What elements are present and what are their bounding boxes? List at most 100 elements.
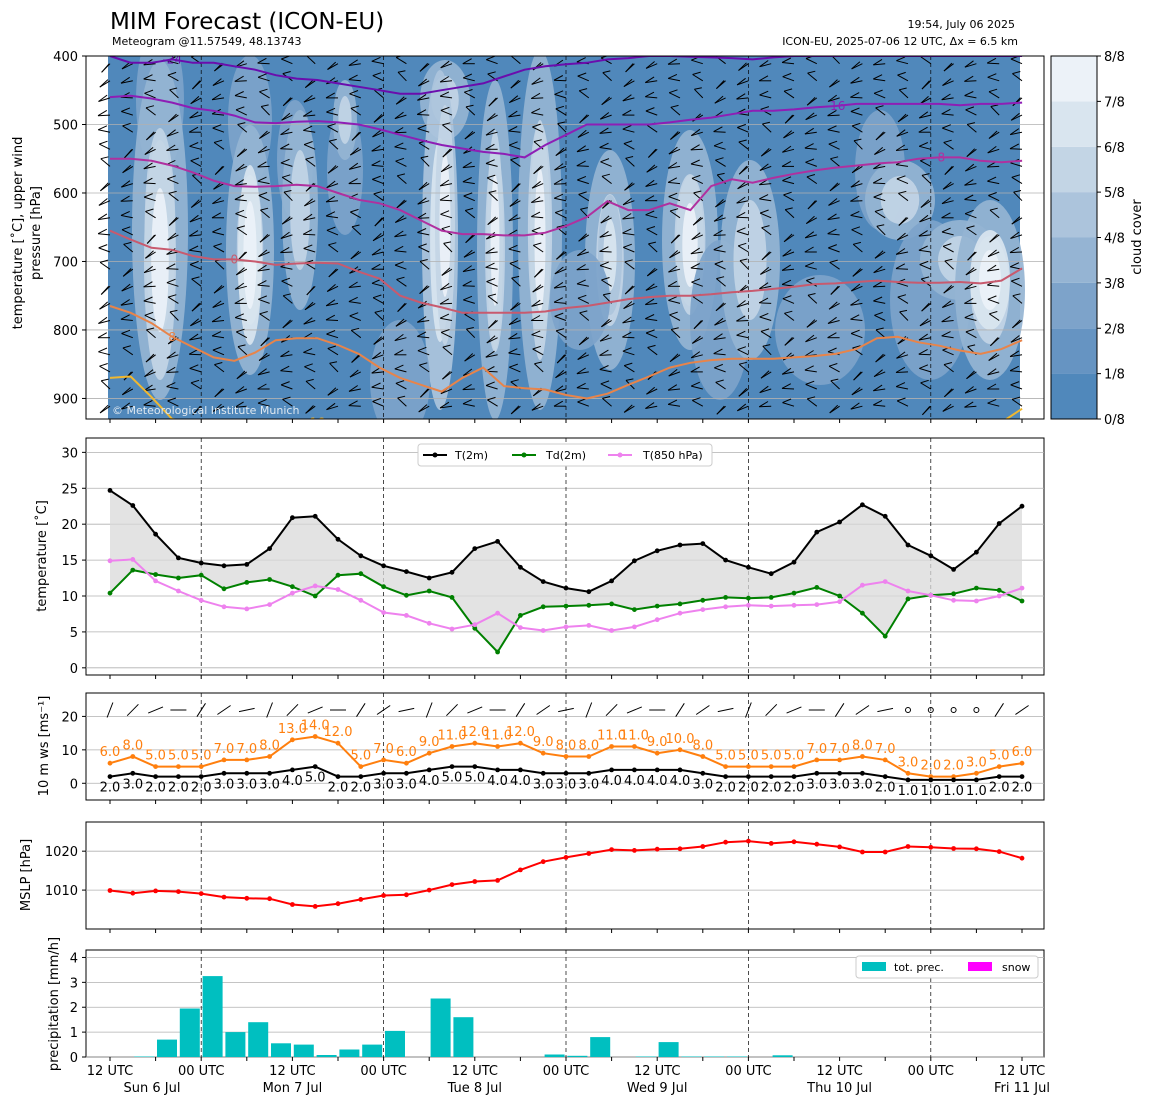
wind-barb-flag bbox=[1010, 335, 1020, 343]
wind-barb-flag bbox=[853, 138, 862, 142]
wind-value-label: 2.0 bbox=[328, 781, 349, 796]
wind-barb bbox=[601, 175, 612, 184]
wind-barb-flag bbox=[214, 362, 223, 366]
data-point bbox=[723, 595, 728, 600]
wind-barb bbox=[783, 194, 795, 202]
data-point bbox=[654, 548, 660, 554]
wind-barb bbox=[372, 75, 384, 82]
wind-barb-flag bbox=[941, 227, 951, 233]
wind-barb-flag bbox=[579, 88, 588, 92]
wind-barb-flag bbox=[98, 94, 108, 102]
wind-barb bbox=[350, 107, 362, 116]
wind-barb-flag bbox=[1010, 381, 1020, 386]
wind-barb bbox=[190, 160, 202, 167]
colorbar-segment bbox=[1051, 237, 1097, 283]
wind-barb bbox=[120, 80, 133, 84]
wind-barb bbox=[759, 405, 772, 408]
wind-barb-flag bbox=[213, 285, 223, 294]
data-point bbox=[426, 620, 432, 626]
wind-barb-flag bbox=[143, 74, 153, 80]
wind-barb bbox=[98, 143, 111, 150]
data-point bbox=[153, 572, 159, 577]
data-point bbox=[768, 774, 774, 779]
wind-barb-flag bbox=[874, 250, 884, 259]
wind-barb-flag bbox=[760, 106, 770, 110]
wind-barb-flag bbox=[873, 296, 883, 302]
data-point bbox=[677, 610, 683, 616]
wind-barb-flag bbox=[806, 277, 815, 281]
wind-barb-flag bbox=[943, 285, 953, 294]
wind-barb bbox=[325, 319, 339, 321]
wind-barb bbox=[98, 217, 111, 221]
wind-barb bbox=[691, 131, 703, 137]
wind-barb-flag bbox=[509, 260, 519, 264]
wind-barb-flag bbox=[396, 199, 406, 209]
data-point bbox=[358, 774, 364, 779]
cloud-core bbox=[151, 188, 169, 332]
wind-barb-flag bbox=[736, 196, 746, 204]
wind-value-label: 4.0 bbox=[510, 774, 531, 789]
data-point bbox=[449, 595, 455, 600]
wind-barb-flag bbox=[440, 106, 450, 111]
wind-barb-flag bbox=[1009, 246, 1020, 254]
wind-barb bbox=[554, 165, 567, 171]
wind-barb-flag bbox=[302, 229, 313, 235]
wind-barb bbox=[373, 193, 384, 202]
data-point bbox=[404, 760, 409, 766]
wind-barb-flag bbox=[120, 195, 130, 202]
wind-barb bbox=[554, 268, 567, 275]
wind-barb-flag bbox=[143, 193, 153, 198]
wind-barb-flag bbox=[804, 246, 814, 253]
wind-barb bbox=[896, 354, 909, 359]
wind-barb-flag bbox=[394, 142, 404, 148]
data-point bbox=[996, 849, 1002, 854]
legend-marker-t850 bbox=[617, 452, 623, 458]
wind-barb bbox=[395, 160, 407, 167]
data-point bbox=[905, 596, 911, 602]
wind-barb-flag bbox=[667, 58, 678, 65]
temperature-legend: T(2m) Td(2m) T(850 hPa) bbox=[417, 443, 713, 467]
wind-barb-flag bbox=[739, 258, 748, 262]
wind-barb bbox=[417, 200, 430, 205]
wind-barb bbox=[873, 92, 886, 99]
data-point bbox=[814, 757, 820, 763]
wind-barb-flag bbox=[235, 209, 245, 215]
wind-barb bbox=[965, 165, 977, 172]
data-point bbox=[882, 774, 888, 779]
data-point bbox=[632, 767, 637, 773]
wind-barb-flag bbox=[737, 346, 747, 351]
data-point bbox=[290, 515, 295, 521]
wind-barb-flag bbox=[99, 404, 109, 414]
data-point bbox=[518, 867, 523, 873]
wind-barb-flag bbox=[601, 173, 611, 177]
data-point bbox=[609, 578, 614, 584]
wind-barb bbox=[348, 388, 361, 392]
wind-barb-flag bbox=[417, 93, 427, 101]
data-point bbox=[176, 889, 181, 894]
wind-barb-flag bbox=[896, 56, 906, 62]
data-point bbox=[449, 626, 455, 632]
colorbar-segment bbox=[1051, 282, 1097, 329]
wind-barb-flag bbox=[487, 293, 497, 297]
wind-barb bbox=[166, 60, 179, 65]
wind-barb-flag bbox=[257, 57, 267, 64]
wind-barb-flag bbox=[1009, 262, 1020, 268]
wind-barb bbox=[738, 363, 749, 373]
wind-barb bbox=[919, 114, 931, 119]
wind-barb-flag bbox=[168, 190, 177, 194]
colorbar-tick-label: 4/8 bbox=[1104, 232, 1125, 247]
wind-barb-flag bbox=[326, 226, 336, 231]
wind-barb-flag bbox=[556, 224, 565, 228]
wind-barb bbox=[1010, 337, 1023, 343]
wind-barb bbox=[622, 97, 635, 102]
wind-barb bbox=[942, 349, 954, 356]
wind-barb-flag bbox=[690, 159, 700, 165]
data-point bbox=[176, 588, 181, 594]
data-point bbox=[768, 595, 774, 600]
wind-barb-flag bbox=[645, 91, 655, 98]
wind-barb bbox=[828, 365, 840, 373]
wind-barb bbox=[257, 284, 270, 287]
wind-barb-flag bbox=[325, 195, 336, 203]
wind-barb-flag bbox=[716, 276, 725, 280]
